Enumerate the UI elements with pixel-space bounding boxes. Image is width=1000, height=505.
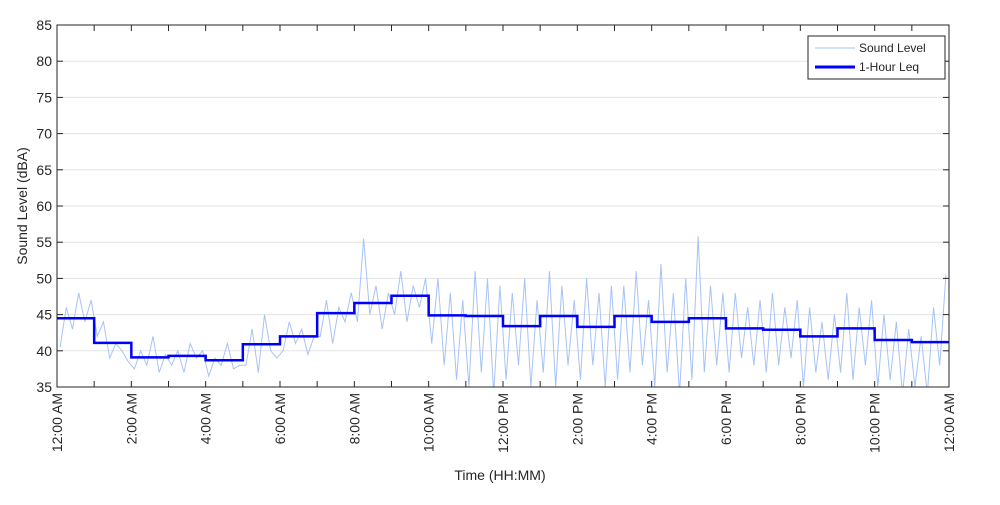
x-tick-label: 12:00 PM <box>495 393 511 453</box>
grid-lines <box>57 60 949 352</box>
x-tick-label: 2:00 AM <box>123 393 139 444</box>
legend: Sound Level 1-Hour Leq <box>807 35 946 80</box>
x-tick-label: 8:00 PM <box>792 393 808 445</box>
y-tick-label: 60 <box>36 198 52 214</box>
y-tick-label: 35 <box>36 379 52 395</box>
leq-step-line <box>57 294 949 362</box>
x-tick-label: 8:00 AM <box>346 393 362 444</box>
x-tick-label: 2:00 PM <box>569 393 585 445</box>
legend-label-sound-level: Sound Level <box>859 41 926 55</box>
y-tick-label: 80 <box>36 53 52 69</box>
axis-ticks: 35 40 45 50 55 60 65 70 75 80 85 12:00 AM 2:00 AM 4:0… <box>36 17 957 453</box>
sound-level-series <box>59 236 947 387</box>
x-tick-label: 10:00 AM <box>421 393 437 452</box>
y-tick-label: 50 <box>36 270 52 286</box>
x-axis-label: Time (HH:MM) <box>454 467 545 483</box>
leq-series <box>57 294 949 362</box>
x-tick-label: 4:00 PM <box>644 393 660 445</box>
x-tick-label: 6:00 AM <box>272 393 288 444</box>
legend-label-leq: 1-Hour Leq <box>859 60 919 74</box>
y-axis-label: Sound Level (dBA) <box>14 147 30 265</box>
y-tick-label: 65 <box>36 162 52 178</box>
x-tick-label: 10:00 PM <box>867 393 883 453</box>
y-tick-label: 55 <box>36 234 52 250</box>
y-tick-label: 85 <box>36 17 52 33</box>
sound-level-line <box>59 236 947 387</box>
x-tick-label: 12:00 AM <box>941 393 957 452</box>
y-tick-label: 40 <box>36 343 52 359</box>
x-tick-label: 12:00 AM <box>49 393 65 452</box>
y-tick-label: 70 <box>36 126 52 142</box>
y-tick-label: 75 <box>36 89 52 105</box>
x-tick-label: 4:00 AM <box>198 393 214 444</box>
y-tick-label: 45 <box>36 307 52 323</box>
legend-box <box>807 35 946 80</box>
x-tick-label: 6:00 PM <box>718 393 734 445</box>
